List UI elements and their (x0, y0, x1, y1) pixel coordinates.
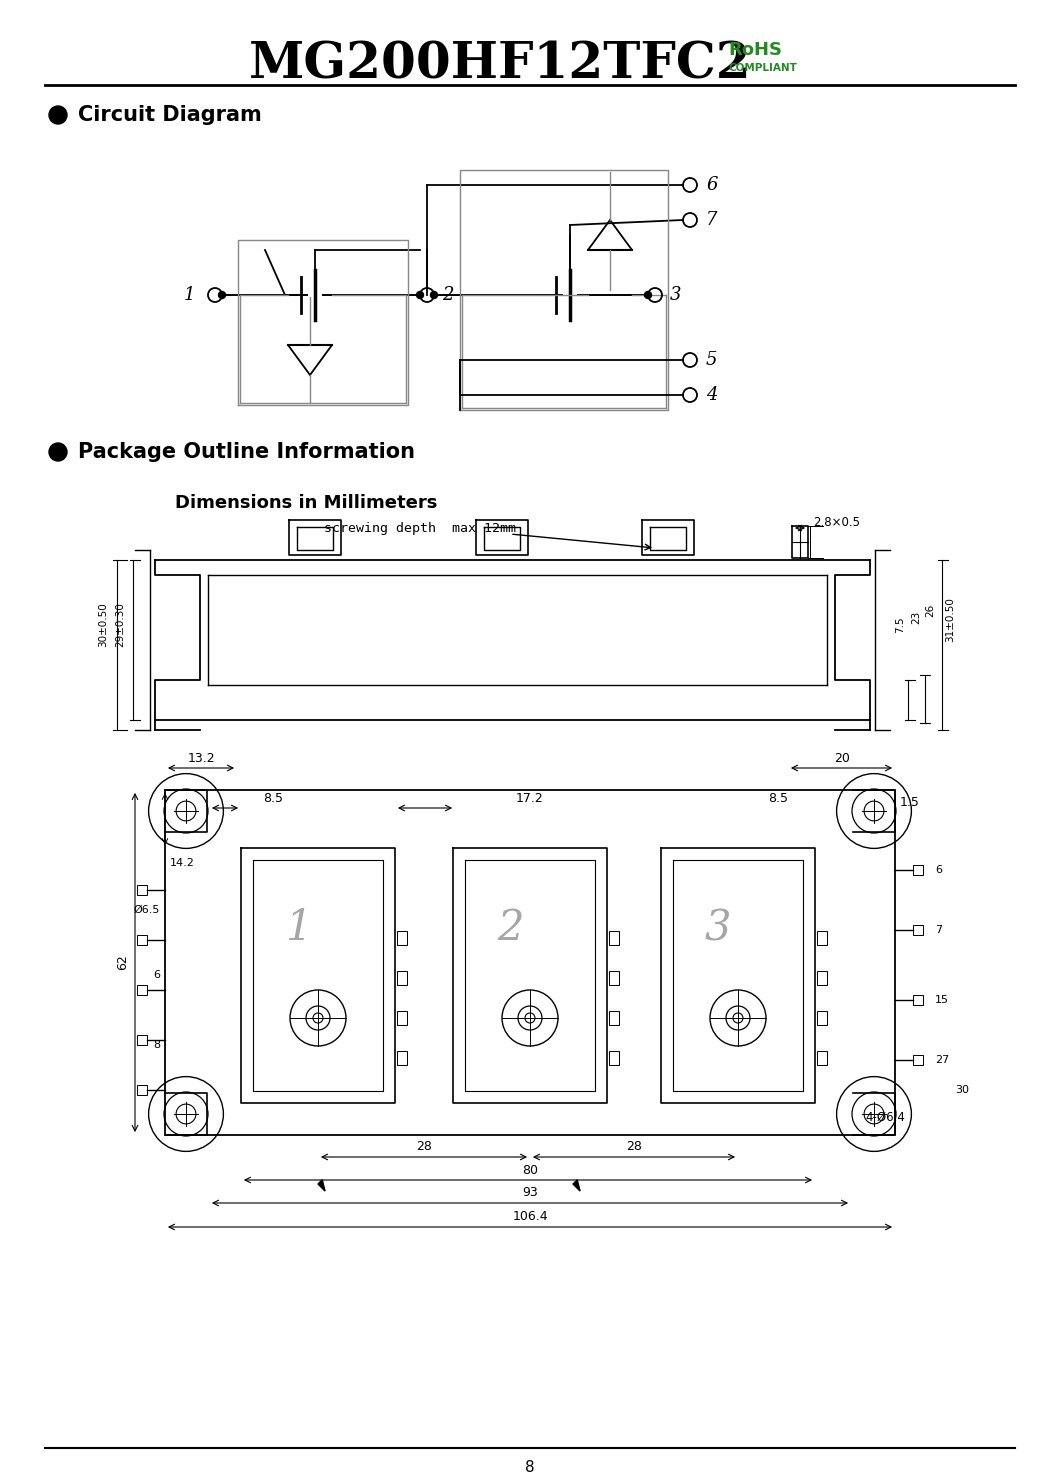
Text: 106.4: 106.4 (512, 1211, 548, 1223)
Circle shape (49, 444, 67, 462)
Text: 80: 80 (522, 1163, 538, 1177)
Text: 2: 2 (442, 286, 454, 304)
Text: 1: 1 (183, 286, 195, 304)
Bar (913, 865, 923, 876)
Bar (137, 1034, 147, 1045)
Text: Circuit Diagram: Circuit Diagram (78, 105, 262, 125)
Bar (610, 930, 619, 945)
Bar (398, 1011, 407, 1025)
Circle shape (218, 291, 226, 298)
Bar (610, 971, 619, 985)
Text: 15: 15 (935, 994, 949, 1005)
Text: 62: 62 (117, 954, 129, 971)
Text: 6: 6 (935, 865, 942, 876)
Text: RoHS: RoHS (728, 42, 782, 59)
Bar (817, 930, 827, 945)
Bar (137, 1085, 147, 1095)
Text: 2: 2 (497, 907, 524, 948)
Text: 7: 7 (706, 211, 718, 229)
Text: 93: 93 (523, 1187, 537, 1199)
Bar (398, 1051, 407, 1066)
Bar (913, 1055, 923, 1066)
Text: 8.5: 8.5 (263, 791, 283, 804)
Text: 6: 6 (706, 177, 718, 194)
Text: 7: 7 (935, 925, 942, 935)
Text: MG200HF12TFC2: MG200HF12TFC2 (249, 40, 752, 89)
Bar (817, 971, 827, 985)
Text: 28: 28 (626, 1141, 642, 1153)
Text: 4: 4 (706, 386, 718, 404)
Bar (913, 925, 923, 935)
Bar (610, 1051, 619, 1066)
Text: screwing depth  max 12mm: screwing depth max 12mm (324, 521, 516, 534)
Text: 20: 20 (834, 751, 850, 764)
Text: 8: 8 (153, 1040, 160, 1051)
Text: 29±0.30: 29±0.30 (114, 603, 125, 647)
Text: 1.5: 1.5 (900, 795, 920, 809)
Text: COMPLIANT: COMPLIANT (728, 62, 797, 73)
Text: 23: 23 (911, 610, 921, 623)
Text: 28: 28 (417, 1141, 431, 1153)
Text: 13.2: 13.2 (188, 751, 215, 764)
Text: 3: 3 (670, 286, 682, 304)
Text: 8: 8 (525, 1459, 535, 1475)
Text: 7.5: 7.5 (895, 617, 905, 634)
Bar (817, 1051, 827, 1066)
Text: 30±0.50: 30±0.50 (98, 603, 108, 647)
Text: 3: 3 (705, 907, 731, 948)
Text: 2.8×0.5: 2.8×0.5 (813, 515, 860, 528)
Bar (137, 935, 147, 945)
Bar (817, 1011, 827, 1025)
Text: Dimensions in Millimeters: Dimensions in Millimeters (175, 494, 438, 512)
Text: Ø6.5: Ø6.5 (134, 905, 160, 916)
Polygon shape (573, 1180, 580, 1192)
Circle shape (49, 105, 67, 125)
Text: 8.5: 8.5 (768, 791, 788, 804)
Text: 4-Ø6.4: 4-Ø6.4 (865, 1110, 905, 1123)
Text: 27: 27 (935, 1055, 950, 1066)
Text: 6: 6 (153, 971, 160, 979)
Text: 1: 1 (285, 907, 312, 948)
Bar (398, 971, 407, 985)
Text: Package Outline Information: Package Outline Information (78, 442, 416, 462)
Bar (137, 884, 147, 895)
Text: 30: 30 (955, 1085, 969, 1095)
Text: 5: 5 (706, 352, 718, 370)
Text: 31±0.50: 31±0.50 (946, 598, 955, 643)
Text: 17.2: 17.2 (516, 791, 544, 804)
Bar (137, 985, 147, 994)
Polygon shape (318, 1180, 325, 1192)
Circle shape (417, 291, 424, 298)
Bar (398, 930, 407, 945)
Text: 26: 26 (925, 604, 935, 617)
Circle shape (430, 291, 438, 298)
Text: 14.2: 14.2 (170, 858, 195, 868)
Bar (610, 1011, 619, 1025)
Circle shape (644, 291, 652, 298)
Bar (913, 994, 923, 1005)
